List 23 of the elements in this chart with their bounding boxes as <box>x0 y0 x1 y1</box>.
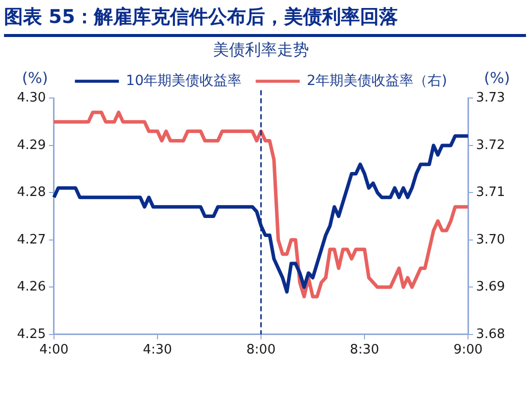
y2-axis-title: (%) <box>484 69 510 88</box>
y2-tick-label: 3.72 <box>476 138 506 153</box>
y-tick-label: 4.26 <box>16 280 46 295</box>
y-tick-label: 4.28 <box>16 185 46 200</box>
x-tick-label: 8:00 <box>246 342 276 358</box>
x-tick-label: 9:00 <box>453 342 483 358</box>
y-axis-title: (%) <box>22 69 48 88</box>
legend-label: 2年期美债收益率（右) <box>306 72 448 89</box>
legend-label: 10年期美债收益率 <box>126 72 242 89</box>
x-tick-label: 4:00 <box>39 342 69 358</box>
chart-subtitle: 美债利率走势 <box>213 40 309 59</box>
x-tick-label: 4:30 <box>142 342 172 358</box>
chart-title: 图表 55：解雇库克信件公布后，美债利率回落 <box>4 4 526 37</box>
y-tick-label: 4.27 <box>16 232 46 248</box>
y-tick-label: 4.25 <box>16 326 46 342</box>
y-tick-label: 4.30 <box>16 90 46 106</box>
y2-tick-label: 3.69 <box>476 280 506 295</box>
x-tick-label: 8:30 <box>350 342 380 358</box>
y-tick-label: 4.29 <box>16 138 46 153</box>
y2-tick-label: 3.68 <box>476 326 506 342</box>
y2-tick-label: 3.73 <box>476 90 506 106</box>
y2-tick-label: 3.71 <box>476 185 506 200</box>
y2-tick-label: 3.70 <box>476 232 506 248</box>
